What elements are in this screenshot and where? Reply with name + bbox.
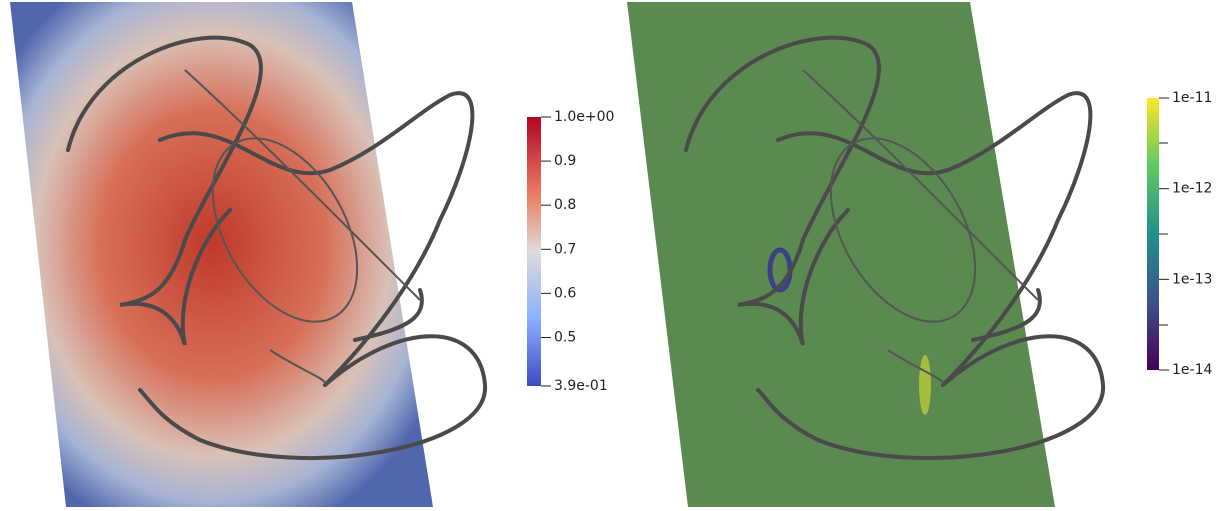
colorbar — [1147, 98, 1159, 370]
colorbar-label: 0.5 — [554, 329, 576, 345]
error-spot — [919, 355, 931, 415]
field-slice — [10, 2, 433, 507]
field-slice — [627, 2, 1055, 507]
colorbar-label: 1e-13 — [1172, 271, 1212, 287]
colorbar-label: 0.8 — [554, 197, 576, 213]
colorbar-label: 0.9 — [554, 153, 576, 169]
minor-ticks — [1159, 143, 1168, 325]
colorbar — [527, 117, 541, 386]
colorbar-label: 1e-11 — [1172, 90, 1212, 106]
colorbar-label: 1e-14 — [1172, 362, 1212, 378]
colorbar-label: 3.9e-01 — [554, 378, 608, 394]
colorbar-label: 0.6 — [554, 285, 576, 301]
colorbar-label: 0.7 — [554, 241, 576, 257]
colorbar-label: 1.0e+00 — [554, 109, 614, 125]
scene: 1.0e+00 0.9 0.8 0.7 0.6 0.5 3.9e-01 1e-11 1e-12 1… — [0, 0, 1224, 507]
colorbar-label: 1e-12 — [1172, 181, 1212, 197]
